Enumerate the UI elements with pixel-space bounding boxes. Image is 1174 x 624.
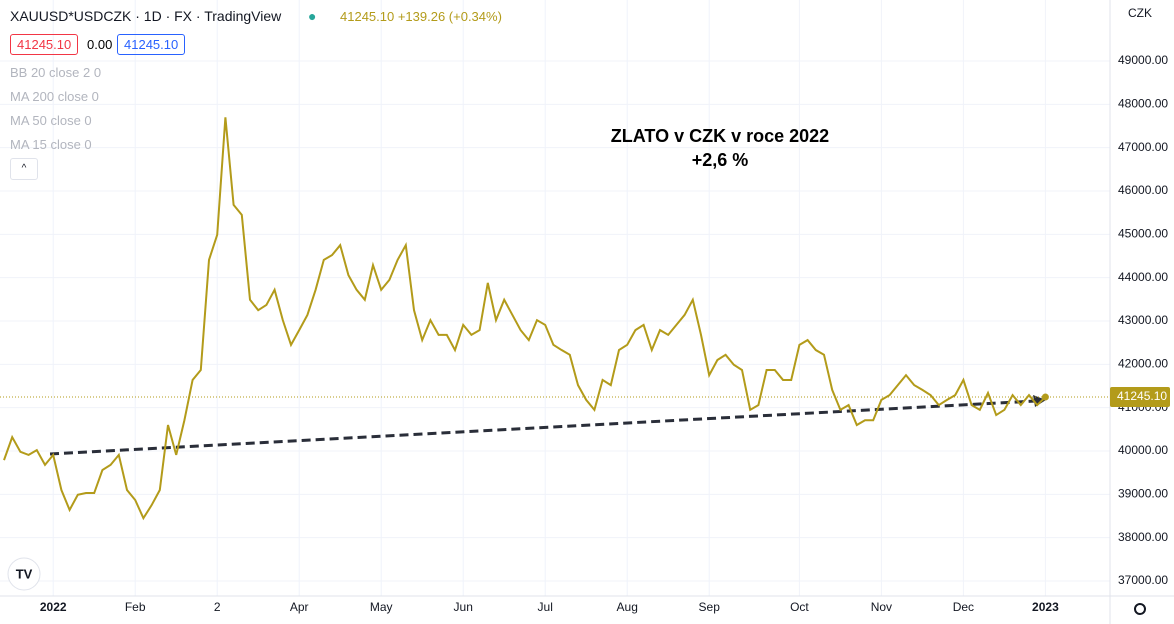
svg-text:TV: TV xyxy=(16,566,33,581)
quote: 41245.10 +139.26 (+0.34%) xyxy=(340,9,502,24)
status-dot: ● xyxy=(308,8,317,24)
annotation: +2,6 % xyxy=(691,150,749,170)
last-point xyxy=(1041,393,1049,401)
y-tick-label: 49000.00 xyxy=(1118,53,1168,67)
symbol: XAUUSD*USDCZK · 1D · FX · TradingView xyxy=(10,8,282,24)
collapse-button[interactable]: ^ xyxy=(10,158,38,180)
y-tick-label: 42000.00 xyxy=(1118,357,1168,371)
price-tag xyxy=(1110,387,1170,408)
x-tick-label: Oct xyxy=(790,600,809,614)
y-tick-label: 44000.00 xyxy=(1118,270,1168,284)
y-tick-label: 40000.00 xyxy=(1118,443,1168,457)
indicator[interactable]: BB 20 close 2 0 xyxy=(10,65,102,80)
x-tick-label: Nov xyxy=(871,600,892,614)
y-tick-label: 38000.00 xyxy=(1118,530,1168,544)
indicator[interactable]: MA 200 close 0 xyxy=(10,89,99,104)
y-tick-label: 45000.00 xyxy=(1118,227,1168,241)
y-tick-label: 48000.00 xyxy=(1118,97,1168,111)
settings-icon[interactable] xyxy=(1134,603,1146,615)
x-tick-label: 2023 xyxy=(1032,600,1059,614)
y-tick-label: 37000.00 xyxy=(1118,573,1168,587)
x-tick-label: 2 xyxy=(214,600,221,614)
sell-box[interactable]: 41245.10 xyxy=(10,34,79,55)
y-tick-label: 39000.00 xyxy=(1118,487,1168,501)
x-tick-label: Apr xyxy=(290,600,309,614)
indicator[interactable]: MA 15 close 0 xyxy=(10,137,92,152)
x-tick-label: May xyxy=(370,600,393,614)
y-tick-label: 46000.00 xyxy=(1118,183,1168,197)
trend-arrow xyxy=(49,399,1037,456)
x-tick-label: Aug xyxy=(617,600,638,614)
price-line xyxy=(3,117,1047,521)
x-tick-label: Sep xyxy=(699,600,721,614)
x-tick-label: Jul xyxy=(538,600,553,614)
grid xyxy=(0,0,1110,596)
spread-box: 0.00 xyxy=(87,37,113,52)
indicator[interactable]: MA 50 close 0 xyxy=(10,113,92,128)
x-tick-label: Dec xyxy=(953,600,974,614)
x-tick-label: Jun xyxy=(454,600,473,614)
x-tick-label: Feb xyxy=(125,600,146,614)
tv-logo: TV xyxy=(7,557,41,591)
buy-box[interactable]: 41245.10 xyxy=(117,34,186,55)
price-tag-label: 41245.10 xyxy=(1117,389,1167,403)
annotation: ZLATO v CZK v roce 2022 xyxy=(610,126,830,146)
axis-unit: CZK xyxy=(1128,6,1152,20)
y-tick-label: 47000.00 xyxy=(1118,140,1168,154)
x-tick-label: 2022 xyxy=(40,600,67,614)
y-tick-label: 43000.00 xyxy=(1118,313,1168,327)
